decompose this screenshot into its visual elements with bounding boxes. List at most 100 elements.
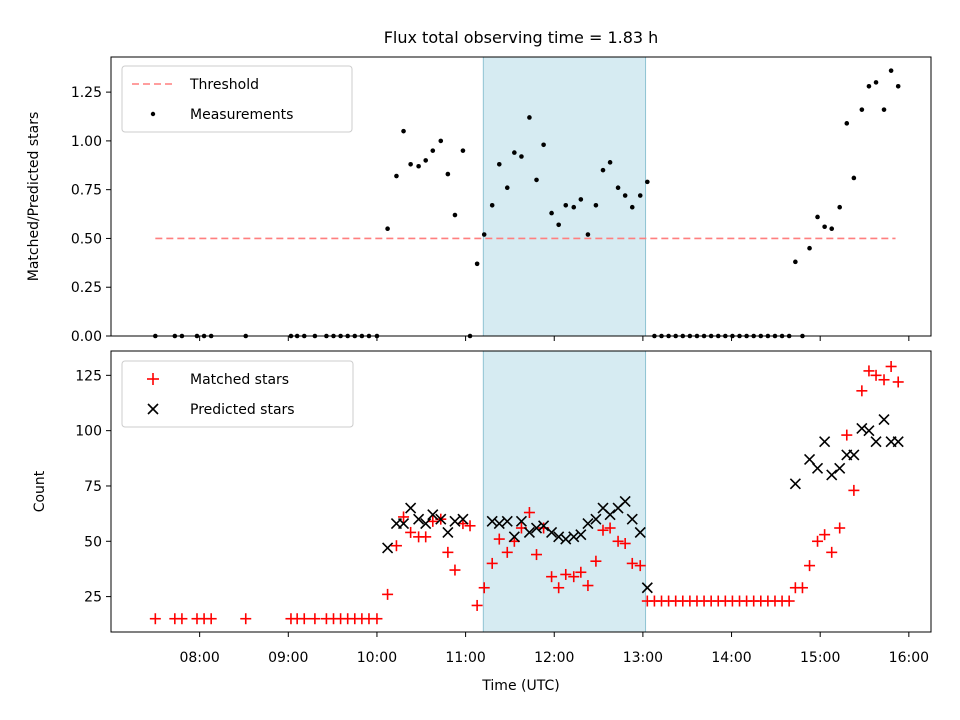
bottom-xtick-label: 11:00	[445, 650, 485, 666]
measurement-point	[881, 107, 887, 112]
matched-star-point	[783, 595, 795, 607]
matched-star-point	[848, 484, 860, 496]
predicted-star-point	[863, 425, 875, 437]
matched-star-point	[449, 564, 461, 576]
legend-matched-label: Matched stars	[190, 372, 289, 388]
predicted-star-point	[442, 526, 454, 538]
top-y-axis-ticks: 0.00 0.25 0.50 0.75 1.00 1.25	[71, 85, 111, 345]
predicted-star-point	[848, 449, 860, 461]
bottom-xtick-label: 12:00	[534, 650, 574, 666]
bottom-xtick-label: 14:00	[711, 650, 751, 666]
measurement-point	[600, 167, 606, 173]
predicted-star-point	[560, 533, 572, 545]
matched-star-point	[604, 522, 616, 534]
top-axes-frame	[110, 56, 932, 337]
matched-star-point	[390, 540, 402, 552]
predicted-star-point	[789, 478, 801, 490]
bottom-y-axis-ticks: 25 50 75 100 125	[75, 368, 111, 606]
matched-star-point	[796, 582, 808, 594]
matched-star-point	[885, 360, 897, 372]
measurement-point	[527, 115, 532, 120]
bottom-ytick-label: 125	[75, 368, 102, 384]
top-ratio-panel: Flux total observing time = 1.83 h 0.000…	[26, 28, 932, 345]
matched-star-point	[149, 613, 161, 625]
measurement-point	[593, 202, 599, 208]
chart-title: Flux total observing time = 1.83 h	[384, 28, 659, 47]
measurement-point	[888, 68, 894, 73]
top-y-axis-label: Matched/Predicted stars	[26, 112, 42, 282]
measurement-point	[408, 162, 413, 167]
count-points	[149, 360, 904, 625]
measurement-point	[585, 232, 591, 237]
bottom-xtick-label: 13:00	[623, 650, 663, 666]
predicted-star-point	[486, 515, 498, 527]
measurement-point	[534, 177, 539, 183]
matched-star-point	[612, 535, 624, 547]
predicted-star-point	[397, 518, 410, 530]
matched-star-point	[568, 571, 580, 583]
predicted-star-point	[515, 515, 528, 527]
matched-star-point	[531, 549, 543, 561]
bottom-x-axis-ticks: 08:00 09:00 10:00 11:00 12:00 13:00 14:00 15:00…	[179, 632, 929, 666]
matched-star-point	[619, 537, 631, 549]
predicted-star-point	[870, 436, 882, 448]
matched-star-point	[486, 557, 498, 569]
predicted-star-point	[530, 522, 543, 534]
predicted-star-point	[582, 518, 594, 530]
measurement-point	[645, 179, 650, 185]
x-axis-label: Time (UTC)	[481, 678, 559, 694]
top-ytick-label: 0.50	[71, 231, 102, 247]
matched-star-point	[298, 613, 310, 625]
matched-star-point	[309, 613, 321, 625]
matched-star-point	[405, 526, 417, 538]
bottom-ytick-label: 75	[84, 479, 102, 495]
measurement-point	[807, 245, 812, 251]
matched-star-point	[471, 599, 483, 611]
measurement-point	[837, 204, 842, 210]
matched-star-point	[878, 374, 890, 386]
predicted-star-point	[382, 542, 394, 554]
measurement-point	[445, 171, 451, 177]
bottom-legend-box	[121, 360, 354, 428]
bottom-xtick-label: 10:00	[357, 650, 397, 666]
bottom-ytick-label: 25	[84, 590, 102, 606]
predicted-star-point	[803, 453, 816, 465]
legend-matched-swatch	[147, 373, 159, 385]
matched-star-point	[812, 535, 824, 547]
matched-star-point	[442, 546, 454, 558]
matched-star-point	[553, 582, 565, 594]
legend-predicted-swatch	[147, 403, 159, 415]
predicted-star-point	[604, 509, 616, 521]
measurement-point	[512, 150, 517, 155]
legend-predicted-label: Predicted stars	[190, 402, 295, 418]
matched-star-point	[870, 369, 882, 381]
matched-star-point	[819, 529, 831, 541]
predicted-star-point	[641, 582, 653, 594]
measurement-point	[822, 224, 827, 230]
predicted-star-point	[619, 495, 631, 508]
measurement-point	[873, 80, 879, 85]
legend-measurements-swatch	[150, 111, 156, 117]
predicted-star-point	[413, 513, 425, 525]
matched-star-point	[371, 613, 383, 625]
legend-measurements-label: Measurements	[190, 107, 293, 123]
predicted-star-point	[568, 531, 580, 543]
matched-star-point	[626, 557, 638, 569]
measurement-point	[563, 202, 569, 208]
bottom-axes-frame	[110, 350, 932, 633]
measurement-point	[815, 214, 820, 220]
measurement-point	[859, 107, 865, 112]
bottom-xtick-label: 16:00	[889, 650, 929, 666]
bottom-count-panel: 25 50 75 100 125 08:00 09:00 10:00 11:00 12:00 13…	[32, 350, 932, 694]
measurement-point	[438, 138, 444, 144]
predicted-star-point	[523, 526, 535, 538]
top-x-axis-ticks	[199, 336, 910, 341]
predicted-star-point	[590, 513, 602, 525]
predicted-star-point	[435, 513, 447, 525]
measurement-point	[637, 193, 643, 198]
predicted-star-point	[493, 518, 505, 530]
measurement-point	[607, 160, 613, 165]
measurement-point	[556, 222, 561, 228]
bottom-legend: Matched stars Predicted stars	[121, 360, 354, 428]
predicted-star-point	[811, 462, 824, 474]
